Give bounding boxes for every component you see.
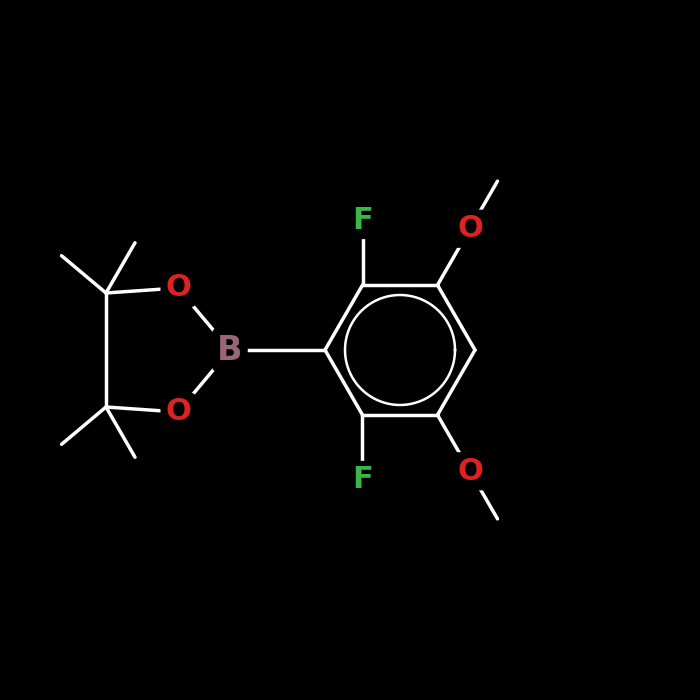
- Text: O: O: [165, 398, 191, 426]
- Text: O: O: [457, 456, 483, 486]
- Text: F: F: [352, 466, 373, 494]
- Text: F: F: [352, 206, 373, 234]
- Text: O: O: [457, 214, 483, 244]
- Text: B: B: [217, 333, 243, 367]
- Text: O: O: [165, 274, 191, 302]
